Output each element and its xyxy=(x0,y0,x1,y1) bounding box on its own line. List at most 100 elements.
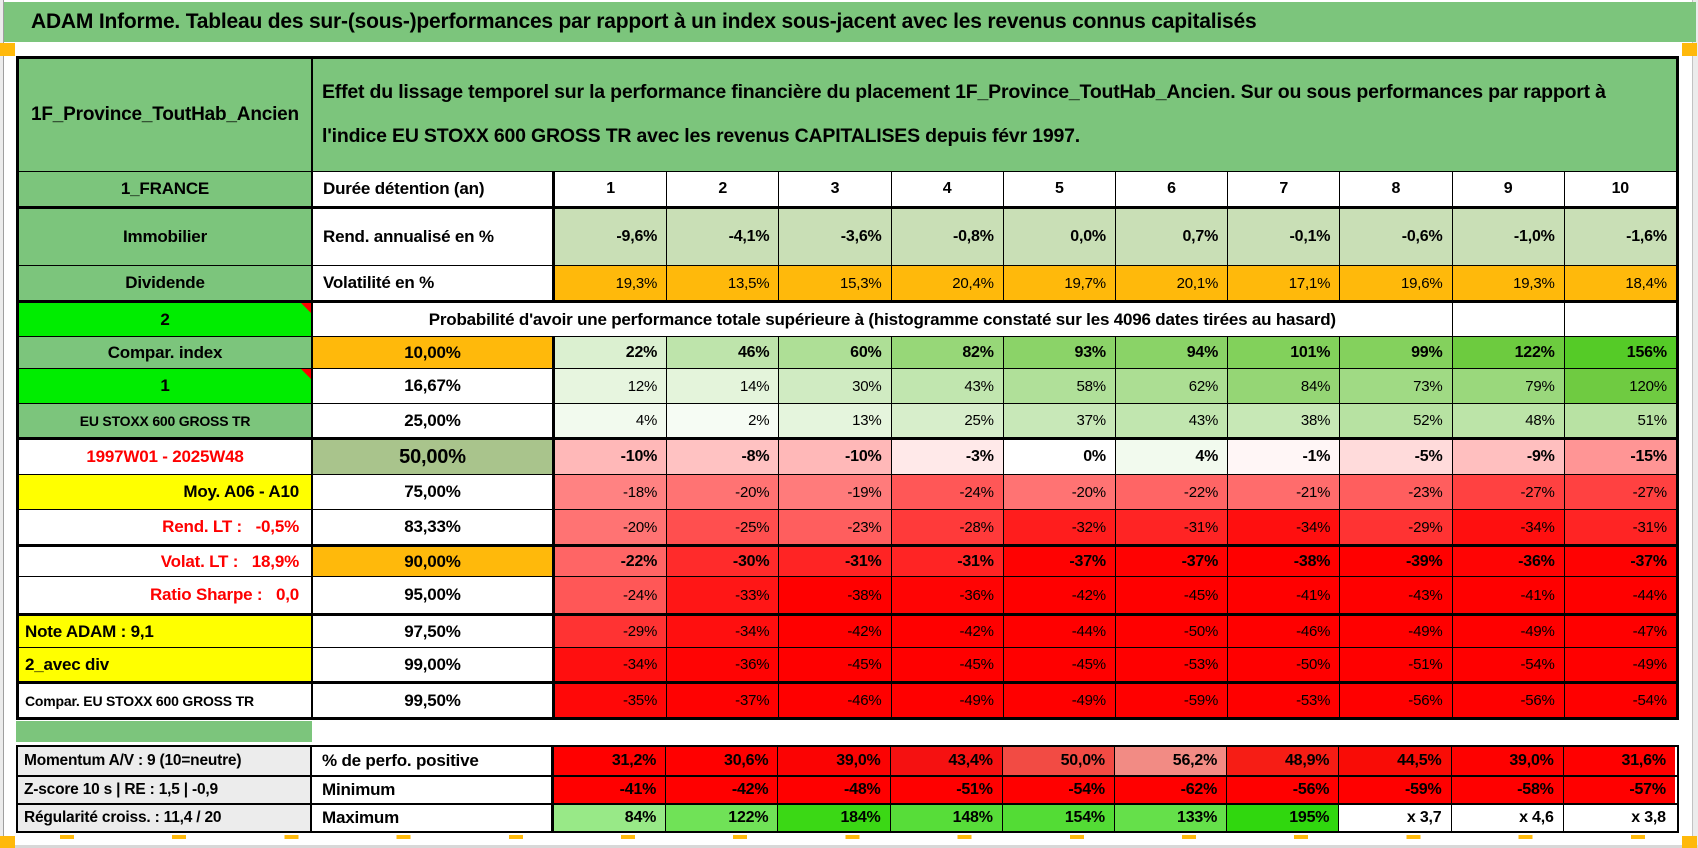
value-cell[interactable]: 38% xyxy=(1227,404,1340,437)
value-cell[interactable]: 82% xyxy=(890,337,1003,368)
value-cell[interactable]: -3,6% xyxy=(778,209,891,265)
value-cell[interactable]: -25% xyxy=(666,510,779,544)
sheet-title-cell[interactable]: ADAM Informe. Tableau des sur-(sous-)per… xyxy=(4,2,1696,42)
year-header-cell[interactable]: 2 xyxy=(666,172,779,206)
value-cell[interactable]: -46% xyxy=(778,684,891,717)
value-cell[interactable]: -38% xyxy=(1227,547,1340,576)
value-cell[interactable]: 58% xyxy=(1002,369,1115,403)
percentile-cell[interactable]: Rend. annualisé en % xyxy=(313,209,554,265)
value-cell[interactable]: -45% xyxy=(890,648,1003,681)
value-cell[interactable]: -29% xyxy=(1339,510,1452,544)
percentile-cell[interactable]: 99,50% xyxy=(313,684,554,717)
value-cell[interactable]: 73% xyxy=(1339,369,1452,403)
value-cell[interactable]: -53% xyxy=(1114,648,1228,681)
value-cell[interactable]: -53% xyxy=(1227,684,1340,717)
row-label[interactable]: 1997W01 - 2025W48 xyxy=(19,440,313,474)
value-cell[interactable]: -31% xyxy=(1114,510,1228,544)
value-cell[interactable]: -59% xyxy=(1338,777,1451,803)
value-cell[interactable]: -44% xyxy=(1002,616,1115,647)
value-cell[interactable]: -37% xyxy=(666,684,779,717)
print-area-handle-top-left[interactable] xyxy=(0,43,15,56)
product-name-cell[interactable]: 1F_Province_ToutHab_Ancien xyxy=(19,59,313,171)
value-cell[interactable]: 43% xyxy=(1114,404,1228,437)
value-cell[interactable]: 51% xyxy=(1563,404,1676,437)
value-cell[interactable]: 93% xyxy=(1002,337,1115,368)
value-cell[interactable]: 60% xyxy=(778,337,891,368)
value-cell[interactable]: 43% xyxy=(890,369,1003,403)
value-cell[interactable]: -33% xyxy=(666,577,779,613)
value-cell[interactable]: 17,1% xyxy=(1227,266,1340,300)
percentile-cell[interactable]: 25,00% xyxy=(313,404,554,437)
value-cell[interactable]: 184% xyxy=(777,805,890,831)
row-label[interactable]: Immobilier xyxy=(19,209,313,265)
value-cell[interactable]: 12% xyxy=(554,369,667,403)
value-cell[interactable]: -41% xyxy=(1227,577,1340,613)
value-cell[interactable]: 30,6% xyxy=(665,747,778,775)
value-cell[interactable]: -56% xyxy=(1451,684,1564,717)
value-cell[interactable]: 19,3% xyxy=(1451,266,1564,300)
value-cell[interactable]: -54% xyxy=(1001,777,1114,803)
value-cell[interactable]: -45% xyxy=(1002,648,1115,681)
value-cell[interactable]: -1,6% xyxy=(1563,209,1676,265)
value-cell[interactable]: -58% xyxy=(1450,777,1563,803)
year-header-cell[interactable]: 1 xyxy=(554,172,667,206)
value-cell[interactable]: -50% xyxy=(1227,648,1340,681)
value-cell[interactable]: -57% xyxy=(1562,777,1675,803)
value-cell[interactable]: -49% xyxy=(1339,616,1452,647)
value-cell[interactable]: -36% xyxy=(666,648,779,681)
value-cell[interactable]: -3% xyxy=(890,440,1003,474)
value-cell[interactable]: 79% xyxy=(1451,369,1564,403)
row-label[interactable]: Compar. EU STOXX 600 GROSS TR xyxy=(19,684,313,717)
value-cell[interactable]: -1% xyxy=(1227,440,1340,474)
value-cell[interactable]: 14% xyxy=(666,369,779,403)
value-cell[interactable]: -39% xyxy=(1339,547,1452,576)
value-cell[interactable]: -45% xyxy=(778,648,891,681)
percentile-cell[interactable]: 75,00% xyxy=(313,475,554,509)
value-cell[interactable]: -5% xyxy=(1339,440,1452,474)
print-area-handle-bottom-left[interactable] xyxy=(0,836,15,848)
value-cell[interactable]: -36% xyxy=(890,577,1003,613)
row-label[interactable]: Z-score 10 s | RE : 1,5 | -0,9 xyxy=(18,777,312,803)
value-cell[interactable]: -47% xyxy=(1563,616,1676,647)
value-cell[interactable]: 56,2% xyxy=(1113,747,1227,775)
description-cell[interactable]: Effet du lissage temporel sur la perform… xyxy=(313,59,1676,171)
row-label[interactable]: Régularité croiss. : 11,4 / 20 xyxy=(18,805,312,831)
percentile-cell[interactable]: 10,00% xyxy=(313,337,554,368)
value-cell[interactable] xyxy=(1451,303,1564,336)
value-cell[interactable]: 4% xyxy=(1114,440,1228,474)
row-label[interactable]: 1 xyxy=(19,369,313,403)
value-cell[interactable]: 84% xyxy=(1227,369,1340,403)
year-header-cell[interactable]: 3 xyxy=(778,172,891,206)
value-cell[interactable]: -1,0% xyxy=(1451,209,1564,265)
value-cell[interactable]: 101% xyxy=(1227,337,1340,368)
row-label[interactable]: Momentum A/V : 9 (10=neutre) xyxy=(18,747,312,775)
value-cell[interactable]: 19,3% xyxy=(554,266,667,300)
value-cell[interactable]: -42% xyxy=(665,777,778,803)
value-cell[interactable]: -46% xyxy=(1227,616,1340,647)
value-cell[interactable]: 122% xyxy=(665,805,778,831)
value-cell[interactable]: 0,0% xyxy=(1002,209,1115,265)
value-cell[interactable]: -4,1% xyxy=(666,209,779,265)
value-cell[interactable]: -49% xyxy=(1002,684,1115,717)
value-cell[interactable]: -37% xyxy=(1563,547,1676,576)
row-label[interactable]: Compar. index xyxy=(19,337,313,368)
summary-sublabel[interactable]: Minimum xyxy=(312,777,553,803)
value-cell[interactable]: 31,6% xyxy=(1562,747,1675,775)
row-label[interactable]: Moy. A06 - A10 xyxy=(19,475,313,509)
value-cell[interactable]: 18,4% xyxy=(1563,266,1676,300)
value-cell[interactable]: 99% xyxy=(1339,337,1452,368)
percentile-cell[interactable]: 97,50% xyxy=(313,616,554,647)
value-cell[interactable]: -48% xyxy=(777,777,890,803)
value-cell[interactable]: 154% xyxy=(1001,805,1114,831)
value-cell[interactable]: -15% xyxy=(1563,440,1676,474)
value-cell[interactable]: -49% xyxy=(1563,648,1676,681)
value-cell[interactable]: x 4,6 xyxy=(1450,805,1563,831)
value-cell[interactable]: -34% xyxy=(1451,510,1564,544)
value-cell[interactable]: -42% xyxy=(890,616,1003,647)
print-area-handle-top-right[interactable] xyxy=(1682,43,1697,56)
value-cell[interactable]: -34% xyxy=(1227,510,1340,544)
value-cell[interactable]: -56% xyxy=(1226,777,1339,803)
value-cell[interactable]: x 3,8 xyxy=(1562,805,1675,831)
value-cell[interactable]: 13,5% xyxy=(666,266,779,300)
value-cell[interactable]: -27% xyxy=(1563,475,1676,509)
